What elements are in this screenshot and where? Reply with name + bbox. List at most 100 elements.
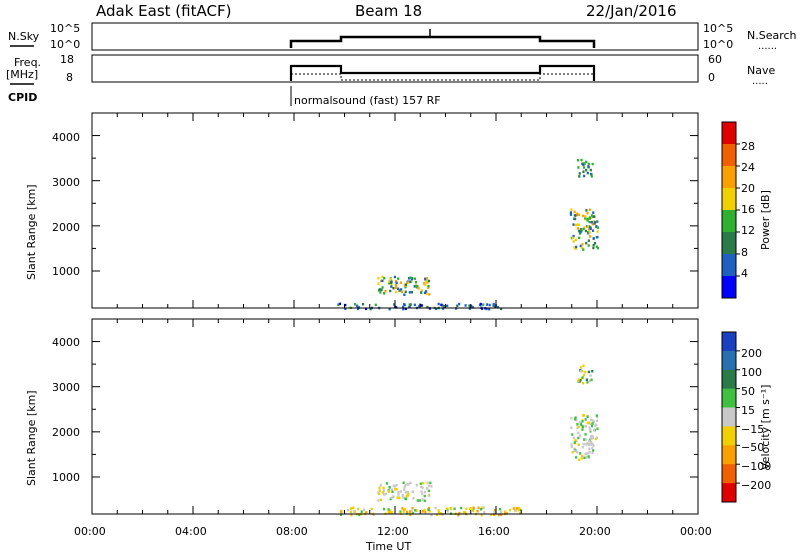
data-cell [437, 509, 440, 512]
data-cell [596, 415, 599, 419]
data-cell [379, 291, 382, 294]
data-cell [383, 276, 386, 280]
data-cell [390, 496, 393, 500]
data-cell [400, 288, 403, 291]
data-cell [591, 229, 595, 232]
data-cell [482, 303, 485, 306]
data-cell [591, 451, 594, 455]
data-cell [582, 248, 585, 251]
data-cell [377, 276, 380, 280]
data-cell [414, 509, 417, 512]
power-panel: 4000 3000 2000 1000 Slant Range [km] [25, 112, 699, 311]
data-cell [515, 509, 518, 512]
colorbar-segment [722, 350, 736, 371]
data-cell [492, 304, 495, 307]
data-cell [596, 220, 599, 223]
data-cell [365, 511, 368, 514]
xtick-12: 12:00 [377, 525, 409, 538]
data-cell [403, 485, 406, 489]
data-cell [584, 418, 587, 421]
data-cell [369, 307, 372, 311]
data-cell [427, 484, 431, 488]
station-title: Adak East (fitACF) [96, 2, 231, 20]
colorbar-segment [722, 464, 736, 484]
colorbar-segment [722, 388, 736, 408]
data-cell [477, 506, 480, 510]
data-cell [395, 281, 398, 285]
data-cell [393, 275, 397, 279]
data-cell [416, 499, 419, 502]
data-cell [427, 286, 430, 289]
data-cell [593, 221, 597, 224]
data-cell [425, 292, 428, 296]
data-cell [578, 172, 581, 175]
data-cell [577, 425, 580, 429]
data-cell [587, 370, 590, 374]
sky-left-label: N.Sky [8, 30, 40, 43]
data-cell [571, 236, 574, 240]
velocity-ticks [91, 319, 699, 514]
data-cell [388, 486, 391, 489]
data-cell [578, 175, 581, 178]
data-cell [579, 244, 582, 248]
sky-right-legend: ...... [758, 41, 777, 52]
data-cell [569, 213, 573, 216]
data-cell [579, 378, 582, 382]
data-cell [576, 158, 580, 162]
data-cell [588, 447, 591, 451]
data-cell [424, 278, 427, 281]
data-cell [594, 437, 597, 441]
data-cell [570, 208, 573, 211]
colorbar-segment [722, 445, 736, 465]
data-cell [586, 225, 589, 228]
data-cell [402, 307, 405, 311]
data-cell [493, 305, 496, 308]
data-cell [391, 490, 394, 494]
velocity-cb-tick-m100: −100 [741, 460, 771, 473]
power-cb-tick-24: 24 [741, 161, 755, 174]
data-cell [426, 281, 429, 284]
data-cell [423, 291, 427, 295]
data-cell [428, 506, 431, 510]
data-cell [408, 305, 411, 309]
data-cell [596, 235, 599, 239]
data-cell [578, 232, 582, 235]
data-cell [352, 506, 355, 510]
data-cell [581, 454, 584, 457]
data-cell [356, 304, 359, 308]
data-cell [402, 305, 405, 309]
data-cell [588, 220, 591, 224]
freq-left-tick-bottom: 8 [66, 71, 73, 84]
data-cell [577, 436, 580, 440]
data-cell [589, 437, 593, 440]
data-cell [378, 486, 381, 490]
data-cell [581, 243, 584, 246]
data-cell [340, 510, 343, 514]
data-cell [581, 381, 585, 385]
colorbar-segment [722, 144, 736, 167]
data-cell [388, 511, 391, 515]
data-cell [397, 491, 400, 494]
data-cell [354, 303, 357, 306]
data-cell [379, 484, 382, 487]
data-cell [407, 281, 410, 284]
data-cell [419, 482, 422, 485]
data-cell [471, 306, 475, 309]
data-cell [435, 513, 439, 517]
velocity-ylabel: Slant Range [km] [25, 390, 38, 486]
data-cell [421, 510, 424, 513]
data-cell [390, 282, 393, 286]
data-cell [582, 442, 585, 446]
data-cell [570, 417, 573, 420]
velocity-panel-frame [91, 318, 699, 515]
data-cell [382, 507, 386, 511]
data-cell [508, 508, 512, 512]
data-cell [595, 419, 599, 422]
data-cell [576, 223, 579, 226]
data-cell [591, 446, 594, 450]
data-cell [403, 283, 406, 286]
data-cell [581, 445, 584, 449]
data-cell [387, 281, 391, 285]
data-cell [382, 489, 386, 492]
data-cell [411, 511, 415, 515]
